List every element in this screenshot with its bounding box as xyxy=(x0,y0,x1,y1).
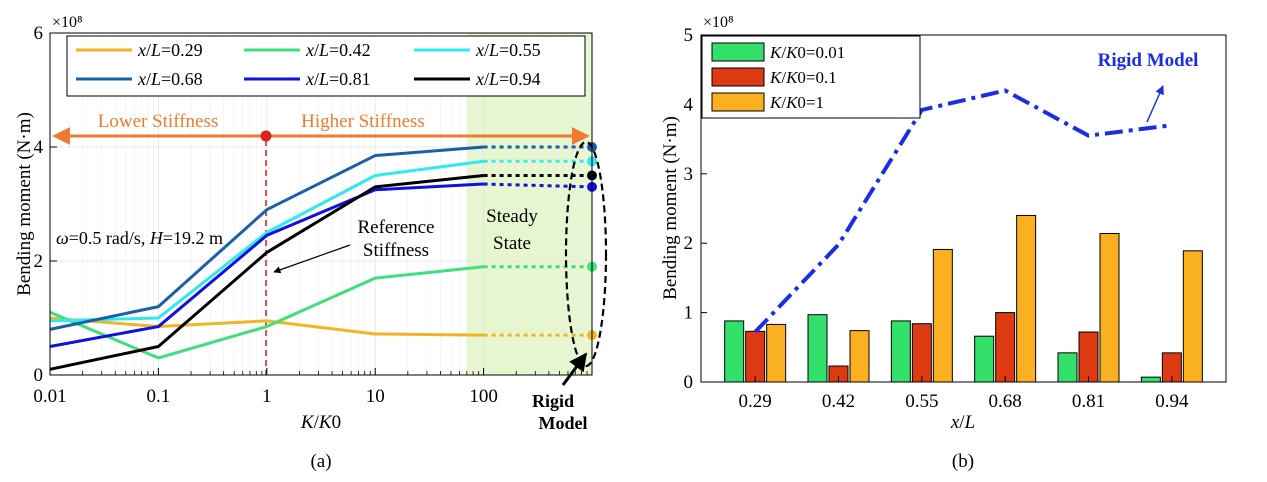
rigid-model-arrow xyxy=(561,352,588,386)
legend-label: x/L=0.29 xyxy=(137,40,203,60)
plot-a-series xyxy=(49,145,593,371)
bar xyxy=(1057,352,1078,383)
bar xyxy=(766,323,787,383)
series-line xyxy=(49,182,484,348)
legend-swatch xyxy=(711,67,765,87)
x-tick-label: 100 xyxy=(469,386,498,407)
legend-swatch xyxy=(711,92,765,112)
bar xyxy=(849,330,870,383)
rigid-model-pointer-arrow xyxy=(1146,85,1164,123)
x-tick-label: 10 xyxy=(366,386,385,407)
plot-a-exponent: ×10⁸ xyxy=(52,14,83,31)
x-tick-label: 0.1 xyxy=(147,386,171,407)
plot-a-legend: x/L=0.29 x/L=0.42 x/L=0.55 x/L=0.68 x/L=0.81… xyxy=(66,35,586,97)
bar xyxy=(1078,331,1099,383)
y-tick-label: 0 xyxy=(684,372,694,393)
y-tick-label: 1 xyxy=(684,303,694,324)
legend-label: x/L=0.68 xyxy=(137,69,203,89)
plot-b-ylabel: Bending moment (N·m) xyxy=(660,116,681,300)
series-line xyxy=(49,174,484,371)
steady-state-label-line2: State xyxy=(493,233,531,254)
reference-label-line1: Reference xyxy=(358,217,435,238)
series-line xyxy=(49,145,484,331)
legend-label: x/L=0.94 xyxy=(475,69,541,89)
panel-a-label: (a) xyxy=(310,451,331,472)
x-tick-label: 0.01 xyxy=(33,386,66,407)
rigid-model-label-line1: Rigid xyxy=(532,391,574,411)
x-tick-label: 0.68 xyxy=(989,391,1022,412)
legend-swatch xyxy=(711,42,765,62)
bar xyxy=(724,320,745,383)
x-tick-label: 0.94 xyxy=(1155,391,1189,412)
plot-b-legend: K/K0=0.01 K/K0=0.1 K/K0=1 xyxy=(701,35,921,119)
plot-a-ticks: 0.01 0.1 1 10 100 0 2 4 6 xyxy=(33,23,588,407)
x-tick-label: 0.29 xyxy=(739,391,772,412)
legend-label: K/K0=0.01 xyxy=(769,43,845,62)
plot-b-frame xyxy=(700,34,1227,383)
reference-label-line2: Stiffness xyxy=(363,240,429,261)
panel-a: Lower Stiffness Higher Stiffness Rigid M… xyxy=(14,14,608,472)
plot-a-legend-box xyxy=(66,35,586,97)
x-tick-label: 0.81 xyxy=(1072,391,1105,412)
y-tick-label: 6 xyxy=(34,23,44,44)
plot-a-ylabel: Bending moment (N·m) xyxy=(14,112,35,296)
y-tick-label: 2 xyxy=(34,251,44,272)
rigid-model-line xyxy=(753,88,1173,334)
bar xyxy=(1182,250,1203,383)
bar xyxy=(1140,376,1161,383)
bar xyxy=(1016,214,1037,383)
bar xyxy=(932,248,953,383)
plot-a-xlabel: K/K0 xyxy=(300,412,341,433)
legend-label: x/L=0.55 xyxy=(475,40,541,60)
plot-b-ticks: 0 1 2 3 4 5 0.29 0.42 0.55 0.68 0.81 0.94 xyxy=(684,25,1189,412)
bar xyxy=(911,323,932,383)
bar xyxy=(890,320,911,383)
plot-b-exponent: ×10⁸ xyxy=(703,14,734,31)
rigid-model-label-line2: Model xyxy=(539,413,588,433)
y-tick-label: 2 xyxy=(684,233,694,254)
legend-label: K/K0=0.1 xyxy=(769,68,837,87)
legend-label: K/K0=1 xyxy=(769,93,824,112)
x-tick-label: 0.42 xyxy=(822,391,855,412)
panel-b-label: (b) xyxy=(952,451,974,472)
legend-label: x/L=0.81 xyxy=(305,69,371,89)
higher-stiffness-label: Higher Stiffness xyxy=(301,111,425,132)
y-tick-label: 4 xyxy=(34,137,44,158)
y-tick-label: 0 xyxy=(34,365,44,386)
y-tick-label: 3 xyxy=(684,164,694,185)
bar xyxy=(1099,232,1120,383)
x-tick-label: 0.55 xyxy=(905,391,938,412)
bar xyxy=(745,330,766,383)
bar xyxy=(995,312,1016,383)
plot-b-xlabel: x/L xyxy=(950,412,975,433)
series-extension xyxy=(483,182,593,189)
reference-annotation-arrow xyxy=(273,244,351,274)
steady-state-label-line1: Steady xyxy=(486,206,538,227)
x-tick-label: 1 xyxy=(262,386,272,407)
y-tick-label: 5 xyxy=(684,25,694,46)
y-tick-label: 4 xyxy=(684,94,694,115)
legend-label: x/L=0.42 xyxy=(305,40,371,60)
series-line xyxy=(49,159,484,323)
condition-label: ω=0.5 rad/s, H=19.2 m xyxy=(56,228,223,248)
bar xyxy=(974,335,995,383)
series-line xyxy=(49,265,484,360)
panel-b: 0 1 2 3 4 5 0.29 0.42 0.55 0.68 0.81 0.94 K/K0=0.01… xyxy=(660,14,1227,472)
rigid-model-label: Rigid Model xyxy=(1098,50,1199,71)
series-line xyxy=(49,316,484,337)
reference-point xyxy=(260,130,272,142)
lower-stiffness-label: Lower Stiffness xyxy=(98,111,219,132)
bar xyxy=(807,314,828,383)
plot-a-frame xyxy=(49,32,593,376)
